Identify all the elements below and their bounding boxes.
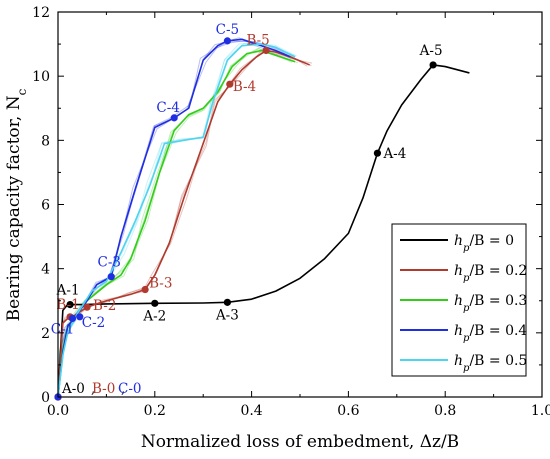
point-label: C-1	[51, 321, 74, 337]
point-label: B-1	[56, 297, 79, 313]
point-marker	[107, 273, 115, 281]
point-label: A-0	[61, 381, 85, 397]
y-tick-label: 6	[41, 198, 50, 214]
point-label: C-2	[82, 315, 105, 331]
point-marker	[76, 313, 84, 321]
point-label: A-5	[419, 43, 443, 59]
point-marker	[83, 303, 91, 311]
x-tick-label: 0.8	[434, 403, 456, 419]
point-label: C-0	[118, 381, 141, 397]
point-label: A-1	[56, 283, 80, 299]
point-label: B-3	[149, 276, 172, 292]
y-axis-label-main: Bearing capacity factor, N	[4, 95, 24, 321]
point-label: B-4	[233, 79, 256, 95]
point-marker	[262, 46, 270, 55]
x-tick-label: 1.0	[531, 403, 550, 419]
axes: 0.0 0.2 0.4 0.6 0.8 1.0 0 2 4 6 8 10 12	[32, 5, 550, 419]
point-label: C-4	[156, 100, 179, 116]
y-axis-label: Bearing capacity factor, Nc	[4, 88, 29, 321]
y-tick-label: 10	[32, 69, 50, 85]
point-label: A-4	[382, 146, 406, 162]
point-marker	[151, 299, 159, 307]
point-labels: A-0 , A-1 A-2 A-3 A-4 A-5 B-0 , B-1 B-2 B-3 B-4 B-5 C-…	[51, 22, 443, 397]
point-label: C-5	[216, 22, 239, 38]
y-tick-label: 8	[41, 133, 50, 149]
legend-entry: hp/B = 0	[454, 233, 514, 254]
point-markers	[54, 37, 437, 401]
y-tick-label: 4	[41, 262, 50, 278]
legend: hp/B = 0 hp/B = 0.2 hp/B = 0.3 hp/B = 0.4 hp…	[391, 223, 527, 377]
point-marker	[223, 37, 231, 45]
point-marker	[68, 314, 77, 322]
series-scatter-band	[57, 51, 312, 398]
y-tick-label: 2	[41, 326, 50, 342]
y-axis-label-sub: c	[15, 88, 29, 95]
point-marker	[429, 61, 437, 69]
point-marker	[66, 301, 74, 309]
point-label: C-3	[97, 255, 120, 271]
point-marker	[141, 285, 149, 294]
point-label: A-3	[215, 307, 239, 323]
series-scatter-band	[57, 47, 313, 398]
point-label: B-0	[92, 381, 115, 397]
point-marker	[170, 114, 178, 122]
point-marker	[373, 149, 382, 157]
series-line	[57, 64, 470, 398]
legend-entry: hp/B = 0.4	[454, 323, 527, 344]
x-tick-label: 0.4	[240, 403, 262, 419]
point-label: B-2	[93, 298, 116, 314]
legend-entry: hp/B = 0.5	[454, 353, 527, 374]
x-axis-label: Normalized loss of embedment, Δz/B	[141, 432, 459, 452]
curve-scatter-band	[57, 37, 313, 398]
series-scatter-band	[57, 50, 308, 398]
point-label: A-2	[142, 308, 166, 324]
y-tick-label: 0	[41, 390, 50, 406]
legend-entry: hp/B = 0.3	[454, 293, 527, 314]
x-tick-label: 0.0	[47, 403, 69, 419]
label-separator: ,	[91, 381, 95, 397]
y-tick-label: 12	[32, 5, 50, 21]
point-marker	[223, 298, 231, 306]
series-line	[57, 49, 310, 398]
x-tick-label: 0.6	[337, 403, 359, 419]
series-line	[57, 43, 296, 398]
label-separator: ,	[121, 381, 125, 397]
legend-entry: hp/B = 0.2	[454, 263, 527, 284]
point-label: B-5	[246, 33, 269, 49]
point-marker	[226, 80, 234, 88]
x-tick-label: 0.2	[144, 403, 166, 419]
